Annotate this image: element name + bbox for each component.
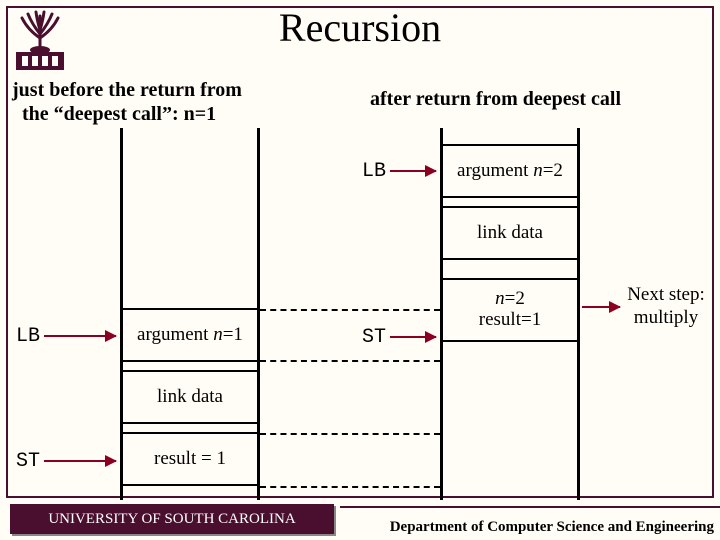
cell-text: link data (477, 222, 543, 244)
next-step-callout: Next step: multiply (620, 284, 712, 330)
left-lb-arrow (44, 335, 116, 337)
left-st-label: ST (16, 450, 40, 473)
right-stack: argument n=2 link data n=2 result=1 (440, 128, 580, 500)
left-lb-label: LB (16, 325, 40, 348)
callout-l1: Next step: (627, 284, 705, 305)
cell-text: result = 1 (154, 448, 226, 470)
right-lb-arrow (390, 170, 436, 172)
cell-text: argument n=1 (137, 324, 243, 346)
left-caption-l1: just before the return from (12, 79, 242, 101)
right-st-arrow (390, 336, 436, 338)
cell-text-l2: result=1 (479, 310, 541, 331)
right-cell-result: n=2 result=1 (440, 278, 580, 342)
left-caption-l2: the “deepest call”: n=1 (22, 103, 216, 125)
footer-university: UNIVERSITY OF SOUTH CAROLINA (10, 504, 334, 534)
cell-text: argument n=2 (457, 160, 563, 182)
footer-rule (340, 506, 720, 508)
left-caption: just before the return from the “deepest… (12, 78, 242, 126)
right-lb-label: LB (362, 160, 386, 183)
left-cell-linkdata: link data (120, 370, 260, 424)
dash-connector (260, 360, 440, 362)
dash-connector (260, 309, 440, 311)
callout-arrow (582, 306, 620, 308)
left-st-arrow (44, 460, 116, 462)
footer-department: Department of Computer Science and Engin… (390, 519, 714, 536)
dash-connector (260, 433, 440, 435)
left-cell-result: result = 1 (120, 432, 260, 486)
callout-l2: multiply (634, 307, 698, 328)
right-cell-argument: argument n=2 (440, 144, 580, 198)
footer: UNIVERSITY OF SOUTH CAROLINA Department … (0, 500, 720, 540)
right-cell-linkdata: link data (440, 206, 580, 260)
right-caption: after return from deepest call (370, 88, 621, 111)
left-cell-argument: argument n=1 (120, 308, 260, 362)
right-st-label: ST (362, 326, 386, 349)
slide-title: Recursion (0, 4, 720, 51)
cell-text: link data (157, 386, 223, 408)
cell-text-l1: n=2 (495, 289, 525, 310)
left-stack: argument n=1 link data result = 1 (120, 128, 260, 500)
dash-connector (260, 486, 440, 488)
usc-logo (10, 8, 70, 74)
